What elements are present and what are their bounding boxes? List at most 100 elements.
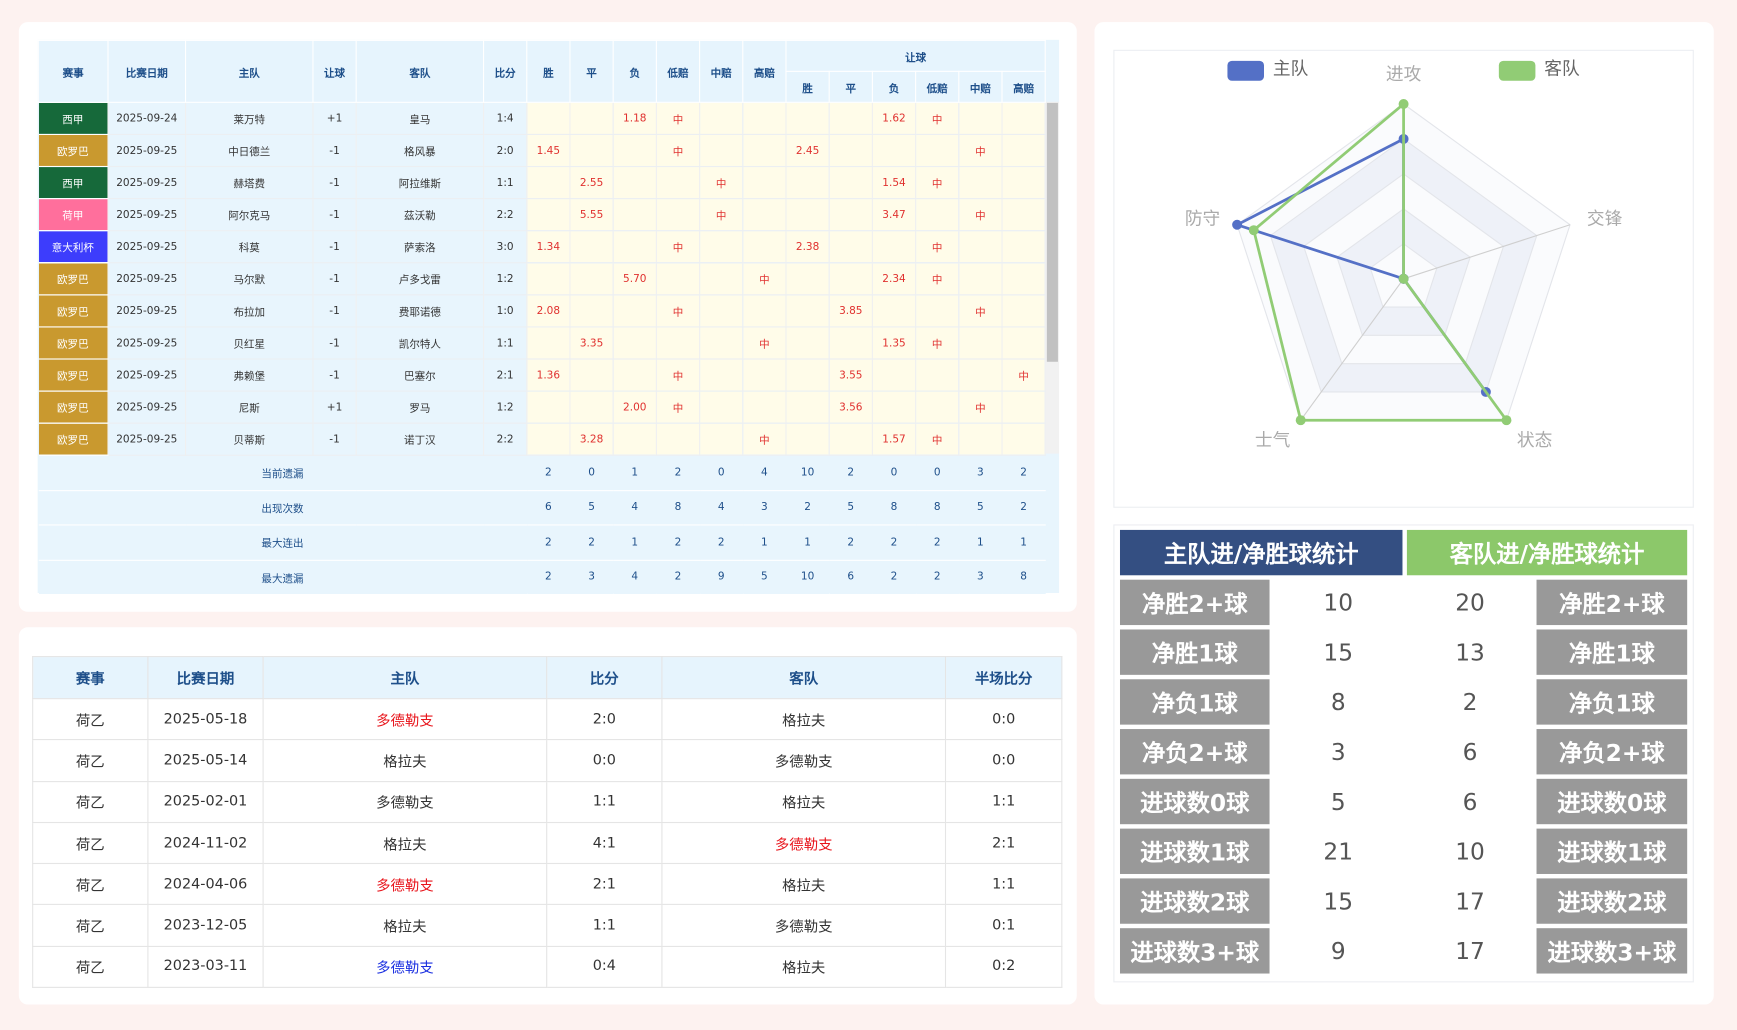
odds-cell — [872, 294, 917, 328]
summary-row: 当前遗漏 2 0 1 2 0 4 10 2 0 0 3 2 — [38, 455, 1046, 491]
history-table: 赛事 比赛日期 主队 比分 客队 半场比分 荷乙 2025-05-18 多德勒支 2:0 格拉夫 0:… — [32, 656, 1063, 989]
away-label: 进球数3+球 — [1536, 928, 1688, 974]
league-badge: 欧罗巴 — [38, 134, 109, 168]
match-cell: 贝红星 — [185, 326, 314, 360]
column-header: 比分 — [483, 39, 528, 103]
odds-cell — [915, 358, 960, 392]
history-cell: 格拉夫 — [661, 780, 947, 823]
odds-cell — [569, 391, 614, 424]
away-value: 6 — [1462, 738, 1478, 766]
summary-value: 3 — [958, 559, 1003, 596]
indicator-label: 状态 — [1517, 430, 1552, 451]
odds-cell: 中 — [656, 358, 701, 392]
league-badge: 欧罗巴 — [38, 262, 109, 296]
match-cell: 巴塞尔 — [356, 358, 485, 392]
odds-cell: 1.57 — [872, 423, 917, 456]
match-cell: 1:2 — [483, 262, 528, 296]
match-cell: 诺丁汉 — [356, 423, 485, 456]
history-cell: 多德勒支 — [262, 863, 548, 906]
odds-cell — [829, 326, 873, 360]
away-label: 进球数2球 — [1536, 878, 1688, 924]
column-header: 比赛日期 — [107, 39, 187, 103]
match-cell: 2025-09-25 — [108, 423, 187, 456]
legend-label[interactable]: 主队 — [1273, 59, 1309, 80]
column-header: 半场比分 — [944, 656, 1063, 700]
summary-value: 1 — [958, 524, 1003, 561]
radar-point — [1248, 225, 1259, 236]
odds-cell — [526, 166, 571, 200]
away-value: 13 — [1455, 638, 1485, 666]
legend-swatch[interactable] — [1498, 60, 1536, 81]
summary-value: 2 — [829, 455, 873, 491]
legend-swatch[interactable] — [1227, 60, 1264, 81]
odds-cell: 中 — [915, 326, 960, 360]
column-header: 平 — [569, 39, 614, 103]
history-header: 赛事 比赛日期 主队 比分 客队 半场比分 — [32, 656, 1063, 700]
match-cell: 2:2 — [483, 198, 528, 232]
match-cell: 2:0 — [483, 134, 528, 168]
odds-row: 荷甲 2025-09-25 阿尔克马 -1 茲沃勒 2:2 5.55 中 3.47 中 — [38, 198, 1046, 232]
column-header: 主队 — [262, 656, 548, 700]
league-badge: 西甲 — [38, 166, 109, 200]
odds-cell — [699, 230, 744, 264]
summary-value: 0 — [872, 455, 916, 491]
odds-cell — [915, 391, 960, 424]
match-cell: 1:1 — [483, 166, 528, 200]
scrollbar-thumb[interactable] — [1046, 102, 1058, 362]
match-cell: -1 — [312, 134, 357, 168]
summary-value: 0 — [699, 455, 743, 491]
home-value: 15 — [1323, 638, 1354, 666]
odds-cell: 中 — [915, 423, 960, 456]
legend-label[interactable]: 客队 — [1544, 59, 1580, 80]
summary-value: 2 — [656, 524, 700, 561]
history-cell: 0:1 — [944, 904, 1063, 947]
odds-cell: 1.62 — [872, 102, 917, 135]
odds-cell — [569, 134, 614, 168]
odds-cell — [785, 262, 830, 296]
match-cell: 2025-09-25 — [108, 134, 187, 168]
odds-cell — [872, 391, 917, 424]
odds-cell: 中 — [742, 262, 787, 296]
odds-cell: 中 — [656, 391, 701, 424]
home-label: 进球数1球 — [1119, 828, 1270, 874]
home-label: 进球数2球 — [1119, 878, 1270, 924]
history-cell: 荷乙 — [32, 698, 149, 741]
radar-series — [1252, 101, 1510, 422]
odds-table: 赛事 比赛日期 主队 让球 客队 比分胜平负低赔 中赔 高赔 让球胜平负低赔 中赔 高赔 西甲 2025… — [37, 39, 1046, 596]
home-label: 净胜2+球 — [1119, 579, 1270, 626]
history-cell: 0:4 — [546, 945, 663, 989]
odds-cell — [785, 294, 830, 328]
odds-cell: 1.45 — [526, 134, 571, 168]
home-value: 10 — [1323, 589, 1354, 616]
history-cell: 2025-05-14 — [147, 739, 264, 782]
history-cell: 0:0 — [944, 698, 1063, 741]
odds-cell — [1002, 230, 1046, 264]
home-label: 进球数0球 — [1119, 778, 1270, 825]
odds-cell — [656, 166, 701, 200]
column-header: 比分 — [546, 656, 663, 700]
odds-row: 西甲 2025-09-24 莱万特 +1 皇马 1:4 1.18 中 1.62 中 — [38, 102, 1046, 135]
history-row: 荷乙 2024-04-06 多德勒支 2:1 格拉夫 1:1 — [32, 863, 1063, 906]
odds-cell — [742, 358, 787, 392]
odds-cell — [699, 326, 744, 360]
summary-value: 2 — [829, 524, 873, 561]
home-value: 3 — [1330, 738, 1346, 766]
radar-point — [1501, 415, 1512, 426]
history-row: 荷乙 2023-03-11 多德勒支 0:4 格拉夫 0:2 — [32, 945, 1063, 989]
summary-value: 2 — [915, 559, 959, 596]
odds-cell: 中 — [915, 166, 960, 200]
away-value: 10 — [1455, 838, 1485, 865]
history-cell: 2025-05-18 — [147, 698, 264, 741]
odds-cell — [829, 262, 873, 296]
odds-cell — [526, 326, 571, 360]
match-cell: -1 — [312, 358, 357, 392]
history-cell: 多德勒支 — [661, 904, 947, 947]
odds-row: 意大利杯 2025-09-25 科莫 -1 萨索洛 3:0 1.34 中 2.38 中 — [38, 230, 1046, 264]
league-badge: 欧罗巴 — [38, 294, 109, 328]
match-cell: 格风暴 — [356, 134, 485, 168]
history-cell: 多德勒支 — [661, 821, 947, 865]
odds-cell — [829, 230, 873, 264]
odds-cell — [613, 166, 657, 200]
history-cell: 1:1 — [546, 780, 663, 823]
odds-cell: 中 — [958, 134, 1003, 168]
